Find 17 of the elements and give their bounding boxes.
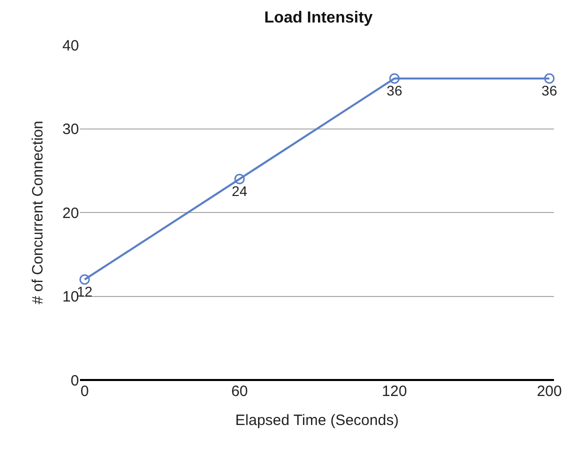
point: [389, 73, 400, 84]
data-label: 36: [542, 82, 558, 99]
x-axis-title: Elapsed Time (Seconds): [235, 412, 399, 429]
x-tick-label: 200: [536, 383, 562, 400]
data-label: 24: [232, 183, 248, 200]
point: [79, 274, 90, 285]
y-tick-label: 40: [62, 37, 79, 54]
x-tick-label: 60: [231, 383, 248, 400]
y-tick-label: 30: [62, 121, 79, 138]
x-tick-label: 120: [382, 383, 407, 400]
y-tick-label: 10: [62, 288, 79, 306]
chart-title: Load Intensity: [264, 9, 373, 26]
point: [544, 73, 555, 84]
point: [234, 174, 245, 184]
y-tick-label: 20: [62, 204, 79, 222]
data-label: 36: [386, 82, 402, 99]
y-axis-title: # of Concurrent Connection: [30, 120, 47, 304]
